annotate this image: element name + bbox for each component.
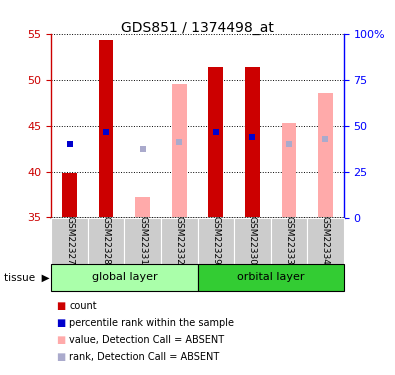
Bar [318,93,333,218]
Text: GSM22333: GSM22333 [284,216,293,266]
Text: GSM22327: GSM22327 [65,216,74,266]
Text: ■: ■ [56,352,66,362]
Text: GDS851 / 1374498_at: GDS851 / 1374498_at [121,21,274,34]
Text: GSM22329: GSM22329 [211,216,220,266]
Text: count: count [69,301,97,310]
Text: global layer: global layer [92,273,157,282]
Text: GSM22328: GSM22328 [102,216,111,266]
Text: GSM22334: GSM22334 [321,216,330,266]
Bar [62,173,77,217]
Bar [282,123,296,218]
Bar [172,84,186,218]
Bar [99,40,113,218]
Text: GSM22330: GSM22330 [248,216,257,266]
Text: ■: ■ [56,301,66,310]
Text: rank, Detection Call = ABSENT: rank, Detection Call = ABSENT [69,352,219,362]
Text: tissue  ▶: tissue ▶ [4,273,50,282]
Text: ■: ■ [56,318,66,328]
Text: orbital layer: orbital layer [237,273,304,282]
Text: ■: ■ [56,335,66,345]
Bar [245,67,260,218]
Text: value, Detection Call = ABSENT: value, Detection Call = ABSENT [69,335,224,345]
Bar [209,67,223,218]
Text: GSM22332: GSM22332 [175,216,184,266]
Text: percentile rank within the sample: percentile rank within the sample [69,318,234,328]
Bar [135,197,150,217]
Text: GSM22331: GSM22331 [138,216,147,266]
